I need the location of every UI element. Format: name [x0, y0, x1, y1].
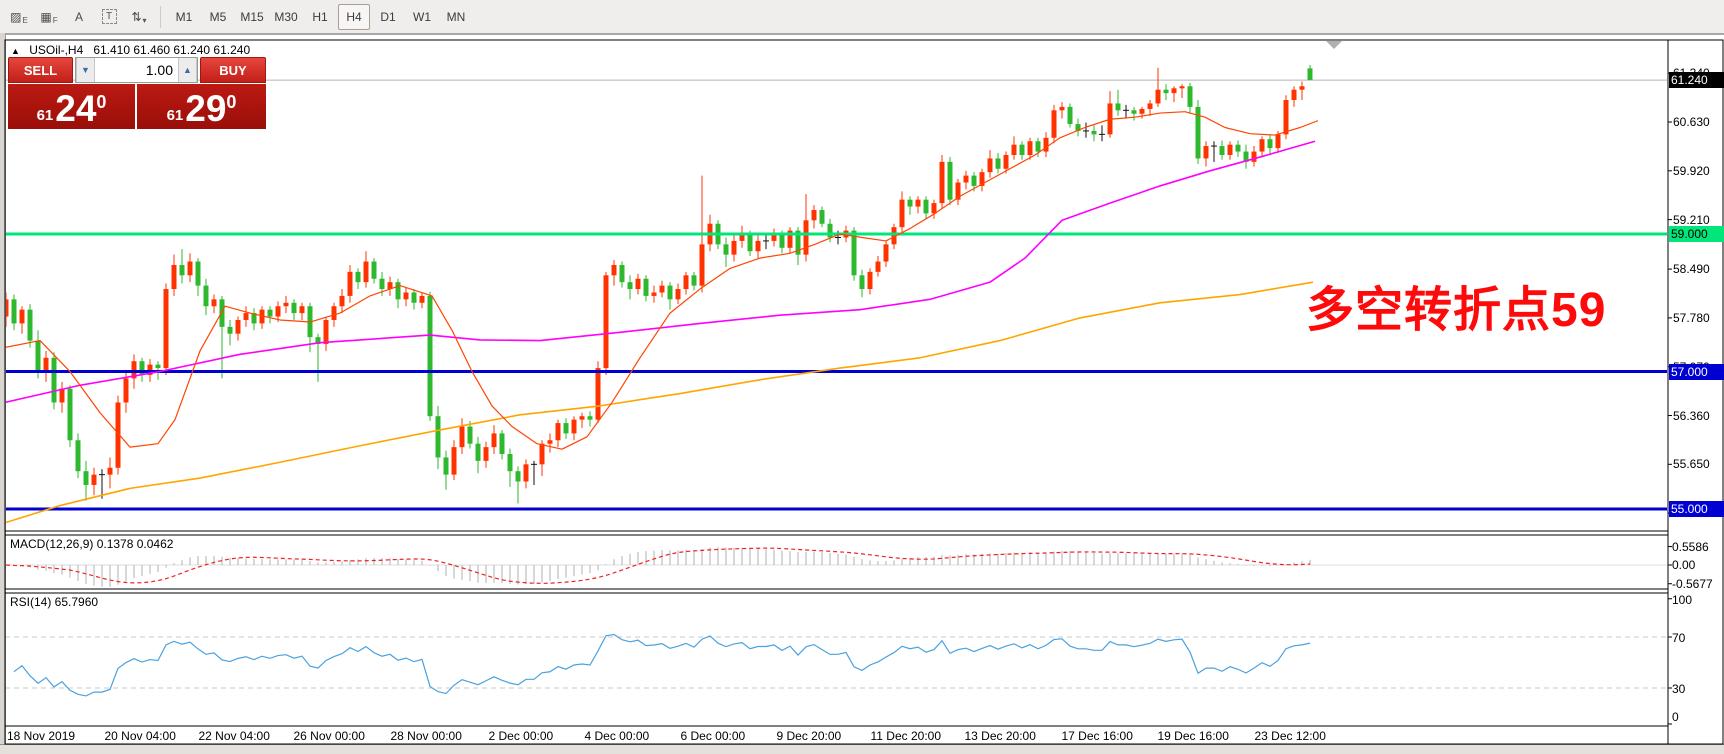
time-axis-label[interactable]: 23 Dec 12:00: [1254, 729, 1326, 743]
macd-indicator-label: MACD(12,26,9) 0.1378 0.0462: [10, 537, 174, 551]
price-badge-59.000: 59.000: [1669, 226, 1724, 243]
crosshatch-tool-e-icon[interactable]: ▨ E: [10, 9, 28, 26]
buy-price-display[interactable]: 61 29 0: [137, 84, 266, 129]
price-tick-label: 59.210: [1673, 212, 1710, 227]
time-axis-label[interactable]: 28 Nov 00:00: [390, 729, 462, 743]
timeframe-button-mn[interactable]: MN: [446, 9, 466, 24]
time-axis-label[interactable]: 22 Nov 04:00: [198, 729, 270, 743]
sell-price-display[interactable]: 61 24 0: [8, 84, 135, 129]
price-badge-57.000: 57.000: [1669, 363, 1724, 380]
volume-control: ▼ ▲: [75, 57, 198, 83]
one-click-trading-panel: SELL ▼ ▲ BUY 61 24 0 61 29 0: [8, 57, 266, 129]
sell-price-prefix: 61: [36, 107, 54, 124]
sell-button[interactable]: SELL: [8, 57, 73, 83]
chart-annotation-text: 多空转折点59: [1306, 284, 1607, 337]
time-axis-label[interactable]: 6 Dec 00:00: [680, 729, 746, 743]
time-axis-label[interactable]: 4 Dec 00:00: [584, 729, 650, 743]
chart-title: ▲ USOil-,H4 61.410 61.460 61.240 61.240: [11, 43, 250, 57]
buy-button[interactable]: BUY: [200, 57, 266, 83]
volume-increase-button[interactable]: ▲: [178, 58, 197, 82]
timeframe-button-m15[interactable]: M15: [240, 9, 264, 24]
rsi-axis-label: 70: [1672, 631, 1686, 645]
rsi-indicator-label: RSI(14) 65.7960: [10, 595, 99, 609]
volume-decrease-button[interactable]: ▼: [76, 58, 95, 82]
time-axis-label[interactable]: 11 Dec 20:00: [870, 729, 942, 743]
time-axis-label[interactable]: 17 Dec 16:00: [1061, 729, 1133, 743]
ohlc-values: 61.410 61.460 61.240 61.240: [93, 43, 251, 57]
price-tick-label: 58.490: [1673, 262, 1710, 277]
toolbar-separator: [160, 5, 161, 28]
time-axis-label[interactable]: 18 Nov 2019: [7, 729, 76, 743]
price-tick-label: 57.780: [1673, 310, 1710, 325]
timeframe-button-m1[interactable]: M1: [175, 9, 193, 24]
cycle-lines-tool-icon[interactable]: ⇅ ▾: [131, 9, 147, 26]
symbol-period-label: USOil-,H4: [29, 43, 84, 57]
grid-tool-f-icon[interactable]: ▦ F: [40, 9, 58, 26]
time-axis-label[interactable]: 9 Dec 20:00: [776, 729, 842, 743]
price-tick-label: 56.360: [1673, 408, 1710, 423]
chart-toolbar: ▨ E ▦ F A T ⇅ ▾ M1 M5 M15 M30 H1 H4 D1 W1 MN: [0, 0, 1724, 35]
buy-price-big: 29: [185, 88, 227, 129]
price-tick-label: 55.650: [1673, 457, 1710, 472]
price-badge-55.000: 55.000: [1669, 501, 1724, 517]
time-axis-label[interactable]: 2 Dec 00:00: [488, 729, 554, 743]
time-axis-label[interactable]: 26 Nov 00:00: [293, 729, 365, 743]
sell-price-big: 24: [55, 88, 97, 129]
collapse-oct-arrow-icon[interactable]: ▲: [11, 46, 20, 56]
macd-axis-label: 0.5586: [1672, 539, 1709, 554]
rsi-axis-label: 0: [1672, 710, 1679, 724]
sell-price-sup: 0: [96, 92, 107, 112]
time-axis-label[interactable]: 20 Nov 04:00: [104, 729, 176, 743]
text-tool-t-icon[interactable]: T: [95, 4, 123, 30]
macd-axis-label: -0.5677: [1672, 576, 1713, 591]
price-tick-label: 59.920: [1673, 163, 1710, 178]
timeframe-button-m5[interactable]: M5: [209, 9, 227, 24]
timeframe-button-h4[interactable]: H4: [338, 3, 370, 30]
time-axis-label[interactable]: 13 Dec 20:00: [964, 729, 1036, 743]
timeframe-button-h1[interactable]: H1: [312, 9, 328, 24]
time-axis-label[interactable]: 19 Dec 16:00: [1157, 729, 1229, 743]
timeframe-button-m30[interactable]: M30: [274, 9, 298, 24]
rsi-axis-label: 30: [1672, 682, 1686, 696]
rsi-axis-label: 100: [1672, 592, 1693, 607]
volume-input[interactable]: [95, 58, 178, 82]
price-tick-label: 60.630: [1673, 115, 1710, 129]
buy-price-sup: 0: [226, 92, 237, 112]
timeframe-button-w1[interactable]: W1: [413, 9, 431, 24]
price-badge-61.240: 61.240: [1669, 72, 1724, 89]
buy-price-prefix: 61: [166, 107, 184, 124]
macd-axis-label: 0.00: [1672, 558, 1696, 572]
timeframe-button-d1[interactable]: D1: [380, 9, 396, 24]
label-tool-a-icon[interactable]: A: [74, 9, 83, 24]
